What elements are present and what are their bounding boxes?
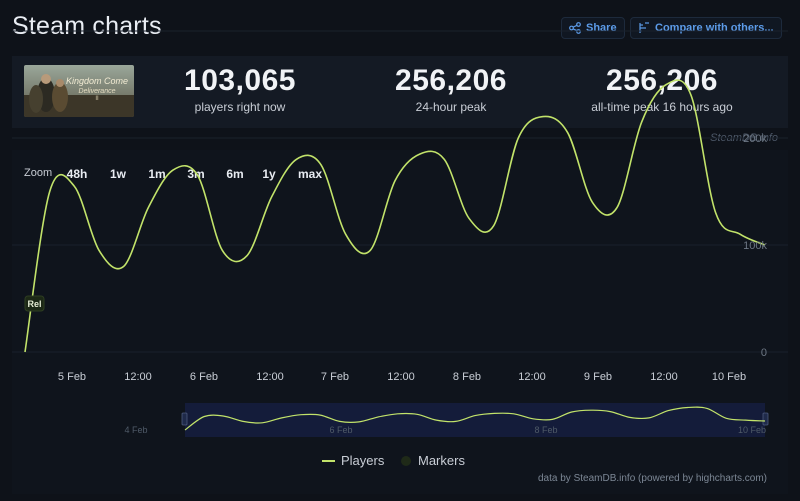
legend-markers-label: Markers <box>418 453 465 468</box>
compare-icon <box>639 22 649 33</box>
chart-footer: data by SteamDB.info (powered by highcha… <box>538 473 767 484</box>
svg-text:Kingdom Come: Kingdom Come <box>66 76 128 86</box>
share-icon <box>569 22 581 34</box>
marker-icon <box>401 455 411 466</box>
chart-panel <box>12 150 788 494</box>
zoom-6m-button[interactable]: 6m <box>226 167 244 181</box>
zoom-label: Zoom <box>24 167 53 179</box>
legend-players-label: Players <box>341 453 385 468</box>
all-time-peak-value: 256,206 <box>606 64 718 97</box>
compare-label: Compare with others... <box>655 22 774 34</box>
legend-markers[interactable]: Markers <box>400 453 465 468</box>
peak-24h-label: 24-hour peak <box>415 100 487 114</box>
zoom-1y-button[interactable]: 1y <box>262 167 276 181</box>
all-time-peak-label: all-time peak 16 hours ago <box>591 100 733 114</box>
compare-button[interactable]: Compare with others... <box>630 17 782 39</box>
stats-panel: Kingdom Come Deliverance II 103,065 play… <box>12 56 788 128</box>
steamdb-credit: SteamDB.info <box>710 132 778 144</box>
zoom-48h-button[interactable]: 48h <box>66 167 88 181</box>
svg-text:Deliverance: Deliverance <box>79 88 116 95</box>
game-thumbnail[interactable]: Kingdom Come Deliverance II <box>24 65 134 117</box>
page-title: Steam charts <box>12 12 162 40</box>
share-label: Share <box>586 22 617 34</box>
current-players-value: 103,065 <box>184 64 296 97</box>
zoom-1w-button[interactable]: 1w <box>109 167 126 181</box>
zoom-max-button[interactable]: max <box>297 167 323 181</box>
current-players-stat: 103,065 players right now <box>162 64 318 114</box>
share-button[interactable]: Share <box>561 17 625 39</box>
zoom-3m-button[interactable]: 3m <box>187 167 205 181</box>
current-players-label: players right now <box>194 100 286 114</box>
line-icon <box>322 459 335 462</box>
legend-players[interactable]: Players <box>322 453 384 468</box>
zoom-1m-button[interactable]: 1m <box>148 167 166 181</box>
peak-24h-value: 256,206 <box>395 64 507 97</box>
peak-24h-stat: 256,206 24-hour peak <box>373 64 529 114</box>
svg-text:II: II <box>95 96 99 102</box>
all-time-peak-stat: 256,206 all-time peak 16 hours ago <box>572 64 752 114</box>
